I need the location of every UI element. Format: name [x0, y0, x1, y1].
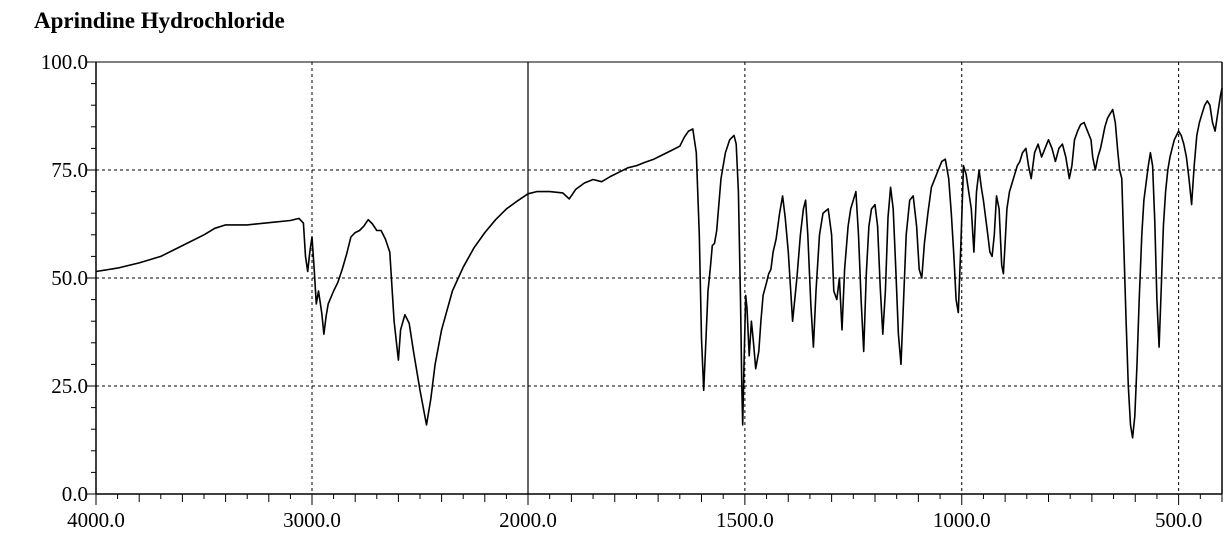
- x-tick-label: 3000.0: [283, 508, 341, 532]
- x-tick-label: 2000.0: [499, 508, 557, 532]
- x-tick-label: 500.0: [1155, 508, 1202, 532]
- axes: [95, 61, 1223, 495]
- spectrum-line: [95, 87, 1223, 439]
- spectrum-series: [95, 87, 1223, 439]
- y-tick-label: 25.0: [51, 374, 88, 398]
- tick-labels: 0.0 25.0 50.0 75.0 100.0 4000.0 3000.0 2000.0 15…: [41, 50, 1203, 532]
- y-tick-label: 0.0: [62, 482, 88, 506]
- tick-marks: [87, 61, 1223, 505]
- y-tick-label: 50.0: [51, 266, 88, 290]
- x-tick-label: 1000.0: [933, 508, 991, 532]
- grid-lines: [96, 62, 1222, 494]
- y-tick-label: 75.0: [51, 158, 88, 182]
- chart-title: Aprindine Hydrochloride: [34, 8, 285, 33]
- x-tick-label: 4000.0: [67, 508, 125, 532]
- y-tick-label: 100.0: [41, 50, 88, 74]
- x-tick-label: 1500.0: [716, 508, 774, 532]
